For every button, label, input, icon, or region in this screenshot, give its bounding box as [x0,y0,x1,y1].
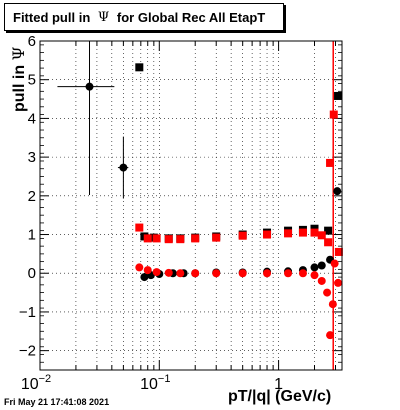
red-circle-marker [311,271,319,279]
y-axis-label-text: pull in [11,60,28,112]
y-tick-label: 3 [28,149,36,166]
y-tick-label: −2 [19,343,36,360]
red-square-marker [324,238,332,246]
red-circle-marker [329,300,337,308]
red-circle-marker [144,266,152,274]
red-square-marker [212,234,220,242]
red-circle-marker [212,269,220,277]
black-square-marker [135,63,143,71]
red-circle-marker [165,269,173,277]
red-square-marker [144,234,152,242]
red-square-marker [153,234,161,242]
y-tick-label: −1 [19,304,36,321]
red-square-marker [191,234,199,242]
red-circle-marker [318,277,326,285]
red-circle-marker [176,269,184,277]
x-axis-label: pT/|q| (GeV/c) [228,388,331,406]
y-axis-label: pull in Ψ [9,32,29,112]
y-tick-label: 0 [28,265,36,282]
black-circle-marker [311,263,319,271]
plot-frame [40,41,342,370]
red-square-marker [176,235,184,243]
red-square-marker [311,229,319,237]
x-tick-label: 10−2 [21,373,51,393]
black-circle-marker [86,83,94,91]
red-square-marker [239,232,247,240]
red-circle-marker [284,269,292,277]
timestamp: Fri May 21 17:41:08 2021 [4,397,109,407]
red-square-marker [165,235,173,243]
red-circle-marker [334,279,342,287]
red-circle-marker [323,289,331,297]
red-circle-marker [153,268,161,276]
y-tick-label: 4 [28,110,36,127]
data-markers [86,63,343,339]
error-bars [57,41,128,199]
black-circle-marker [333,187,341,195]
y-axis-label-psi: Ψ [9,46,28,60]
red-circle-marker [331,260,339,268]
red-circle-marker [326,331,334,339]
red-circle-marker [263,269,271,277]
red-square-marker [135,224,143,232]
red-square-marker [299,229,307,237]
red-square-marker [326,159,334,167]
red-square-marker [318,231,326,239]
red-square-marker [263,231,271,239]
black-square-marker [334,92,342,100]
red-circle-marker [191,269,199,277]
black-circle-marker [119,164,127,172]
x-tick-label-exponent: −2 [39,373,52,385]
y-tick-label: 2 [28,188,36,205]
red-circle-marker [135,263,143,271]
x-tick-label-exponent: −1 [158,373,171,385]
red-circle-marker [239,269,247,277]
axis-ticks [40,41,342,370]
red-square-marker [330,111,338,119]
grid [40,41,342,370]
red-circle-marker [299,269,307,277]
x-tick-label: 10−1 [140,373,170,393]
red-square-marker [284,229,292,237]
black-circle-marker [318,261,326,269]
y-tick-label: 1 [28,227,36,244]
